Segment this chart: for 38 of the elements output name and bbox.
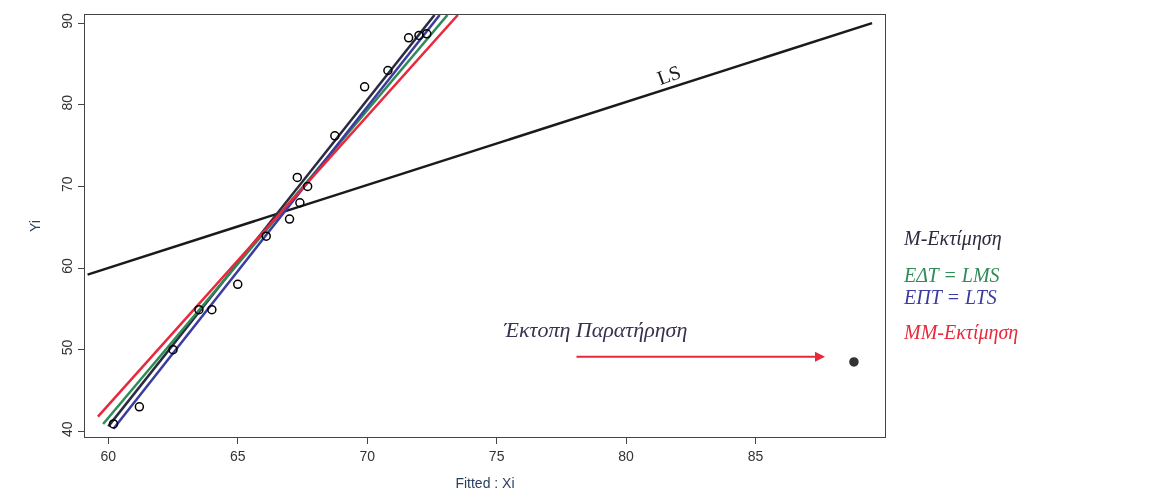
point — [403, 33, 414, 43]
x-tick-label: 80 — [618, 447, 635, 464]
point — [302, 181, 313, 192]
point — [134, 402, 145, 412]
x-tick-label: 65 — [229, 447, 246, 464]
y-tick-label: 50 — [59, 339, 76, 356]
y-tick-label: 60 — [59, 257, 76, 274]
text: ΕΠΤ = LTS — [903, 286, 997, 308]
point — [359, 82, 370, 92]
x-tick-label: 85 — [747, 447, 764, 464]
point — [108, 419, 119, 429]
point — [849, 357, 859, 367]
point — [292, 172, 303, 183]
annotation: Έκτοπη Παρατήρηση — [503, 317, 688, 342]
point — [383, 65, 393, 76]
point — [295, 197, 305, 208]
point — [284, 214, 295, 224]
text: Μ-Εκτίμηση — [903, 227, 1002, 250]
x-tick-label: 75 — [488, 447, 505, 464]
x-tick-label: 70 — [359, 447, 376, 464]
text: ΕΔΤ = LMS — [903, 264, 1000, 286]
point — [233, 279, 243, 290]
y-tick-label: 90 — [59, 13, 76, 29]
y-axis-title: Yi — [27, 220, 43, 232]
y-tick-label: 70 — [59, 176, 76, 193]
point — [422, 29, 432, 39]
x-tick-label: 60 — [100, 447, 117, 464]
point — [330, 131, 340, 141]
point — [414, 30, 424, 41]
point — [194, 304, 204, 315]
point — [261, 231, 271, 241]
text: ΜΜ-Εκτίμηση — [903, 321, 1019, 344]
y-tick-label: 40 — [59, 421, 76, 437]
text: LS — [654, 60, 684, 90]
point — [168, 344, 178, 355]
point — [207, 304, 217, 315]
y-tick-label: 80 — [59, 94, 76, 111]
x-axis-title: Fitted : Xi — [455, 475, 515, 492]
